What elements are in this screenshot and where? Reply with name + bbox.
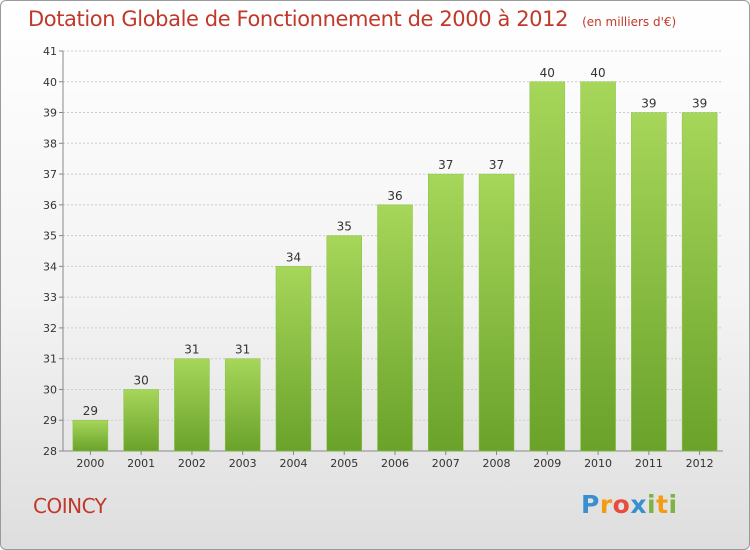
bar-value-label: 29 (83, 404, 98, 418)
y-tick-label: 29 (43, 414, 57, 427)
bar-value-label: 37 (489, 158, 504, 172)
x-axis-ticks: 2000 2001 2002 2003 2004 2005 2006 2007 2008 2009… (76, 451, 714, 470)
data-labels: 29 30 31 31 34 35 36 37 37 40 40 39 39 (83, 66, 708, 418)
bar (224, 358, 261, 452)
logo-letter: P (581, 490, 600, 519)
logo-letter: i (668, 490, 678, 519)
bar-value-label: 39 (692, 97, 707, 111)
bar-value-label: 30 (134, 373, 149, 387)
y-tick-label: 34 (43, 260, 57, 273)
bar-value-label: 36 (387, 189, 402, 203)
bar-value-label: 40 (590, 66, 605, 80)
chart-title-text: Dotation Globale de Fonctionnement de 20… (28, 7, 569, 31)
grid-lines (63, 50, 723, 452)
bar (631, 112, 667, 452)
bar (72, 419, 109, 452)
bar (275, 266, 312, 452)
bar-value-label: 31 (235, 343, 250, 357)
bar-value-label: 35 (337, 220, 352, 234)
bar (529, 81, 566, 452)
bar-value-label: 31 (184, 343, 199, 357)
bar (580, 81, 616, 452)
y-tick-label: 30 (43, 383, 57, 396)
y-tick-label: 41 (43, 45, 57, 58)
y-tick-label: 37 (43, 168, 57, 181)
x-tick-label: 2004 (279, 457, 307, 470)
x-tick-label: 2006 (381, 457, 409, 470)
bar (377, 204, 413, 452)
bars (72, 81, 718, 452)
chart-title: Dotation Globale de Fonctionnement de 20… (28, 7, 676, 31)
x-tick-label: 2007 (432, 457, 460, 470)
y-axis: 28 29 30 31 32 33 34 35 36 37 38 39 40 41 (43, 45, 723, 458)
bar (681, 112, 718, 452)
y-tick-label: 38 (43, 137, 57, 150)
y-tick-label: 32 (43, 322, 57, 335)
logo-letter: r (599, 490, 613, 519)
logo-letter: t (656, 490, 669, 519)
y-tick-label: 28 (43, 445, 57, 458)
x-tick-label: 2010 (584, 457, 612, 470)
y-tick-label: 39 (43, 107, 57, 120)
logo-letter: i (647, 490, 657, 519)
x-tick-label: 2005 (330, 457, 358, 470)
logo-letter: o (612, 490, 631, 519)
x-tick-label: 2002 (178, 457, 206, 470)
bar-value-label: 34 (286, 250, 301, 264)
x-tick-label: 2001 (127, 457, 155, 470)
bar-value-label: 39 (641, 97, 656, 111)
bar (428, 173, 464, 452)
bar (174, 358, 210, 452)
bar-value-label: 40 (540, 66, 555, 80)
y-tick-label: 35 (43, 230, 57, 243)
bar (478, 173, 515, 452)
x-tick-label: 2008 (483, 457, 511, 470)
y-tick-label: 40 (43, 76, 57, 89)
bar (123, 389, 159, 452)
chart-unit: (en milliers d'€) (582, 15, 677, 29)
bar (326, 235, 362, 452)
proxiti-logo: Proxiti (581, 490, 678, 519)
x-tick-label: 2000 (76, 457, 104, 470)
logo-letter: x (630, 490, 647, 519)
y-tick-label: 36 (43, 199, 57, 212)
y-tick-label: 31 (43, 353, 57, 366)
y-tick-label: 33 (43, 291, 57, 304)
commune-name: COINCY (33, 494, 107, 518)
x-tick-label: 2012 (686, 457, 714, 470)
bar-value-label: 37 (438, 158, 453, 172)
x-tick-label: 2009 (533, 457, 561, 470)
x-tick-label: 2003 (229, 457, 257, 470)
x-tick-label: 2011 (635, 457, 663, 470)
